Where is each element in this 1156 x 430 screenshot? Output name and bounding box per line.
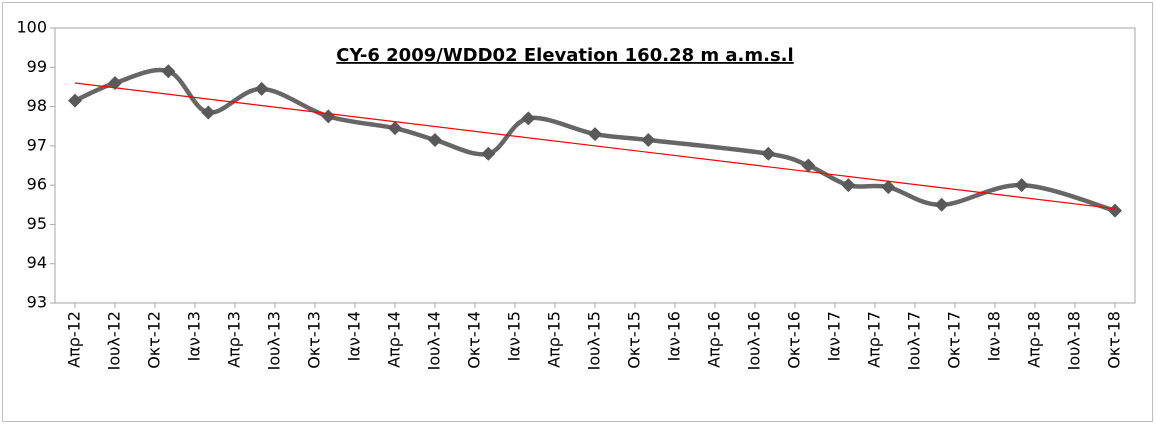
chart-title: CY-6 2009/WDD02 Elevation 160.28 m a.m.s…: [336, 45, 793, 66]
y-tick-label: 93: [27, 293, 47, 312]
x-tick-label: Ιαν-18: [985, 311, 1004, 361]
x-tick-label: Οκτ-16: [785, 311, 804, 369]
y-tick-label: 98: [27, 96, 47, 115]
x-tick-label: Ιουλ-14: [425, 311, 444, 370]
x-tick-label: Οκτ-15: [625, 311, 644, 369]
data-point: [641, 132, 656, 147]
x-tick-label: Ιαν-15: [505, 311, 524, 361]
x-tick-label: Ιαν-17: [825, 311, 844, 361]
x-tick-label: Οκτ-17: [945, 311, 964, 369]
y-tick-label: 95: [27, 214, 47, 233]
x-tick-label: Ιουλ-15: [585, 311, 604, 370]
data-point: [481, 146, 496, 161]
x-tick-label: Ιουλ-18: [1065, 311, 1084, 370]
data-point: [161, 64, 176, 79]
data-point: [388, 121, 402, 136]
data-point: [68, 93, 82, 108]
x-tick-label: Οκτ-18: [1105, 311, 1124, 369]
data-point: [801, 158, 816, 173]
y-tick-label: 100: [16, 18, 47, 37]
chart-frame: [2, 2, 1153, 422]
data-point: [881, 180, 896, 195]
y-tick-label: 96: [27, 175, 47, 194]
x-tick-label: Ιουλ-16: [745, 311, 764, 370]
data-point: [1108, 203, 1122, 218]
data-point: [521, 111, 536, 126]
data-point: [588, 127, 602, 142]
x-tick-label: Απρ-17: [865, 311, 884, 368]
data-point: [201, 105, 216, 120]
x-tick-label: Οκτ-14: [465, 311, 484, 369]
x-tick-label: Ιαν-14: [345, 311, 364, 361]
y-tick-label: 99: [27, 57, 47, 76]
x-tick-label: Ιουλ-17: [905, 311, 924, 370]
x-tick-label: Απρ-16: [705, 311, 724, 368]
x-tick-label: Ιουλ-12: [105, 311, 124, 370]
data-point: [761, 146, 776, 161]
data-point: [934, 197, 949, 212]
x-tick-label: Απρ-15: [545, 311, 564, 368]
data-point: [108, 76, 122, 90]
x-tick-label: Απρ-12: [65, 311, 84, 368]
x-tick-label: Απρ-18: [1025, 311, 1044, 368]
x-tick-label: Ιουλ-13: [265, 311, 284, 370]
y-tick-label: 94: [27, 253, 47, 272]
x-tick-label: Οκτ-13: [305, 311, 324, 369]
data-point: [1014, 178, 1029, 193]
y-tick-label: 97: [27, 135, 47, 154]
x-tick-label: Ιαν-13: [185, 311, 204, 361]
trendline: [74, 82, 1116, 210]
data-point: [428, 132, 442, 147]
x-tick-label: Απρ-14: [385, 311, 404, 368]
x-tick-label: Ιαν-16: [665, 311, 684, 361]
x-tick-label: Οκτ-12: [145, 311, 164, 369]
data-point: [254, 81, 269, 96]
data-point: [841, 178, 856, 193]
x-tick-label: Απρ-13: [225, 311, 244, 368]
